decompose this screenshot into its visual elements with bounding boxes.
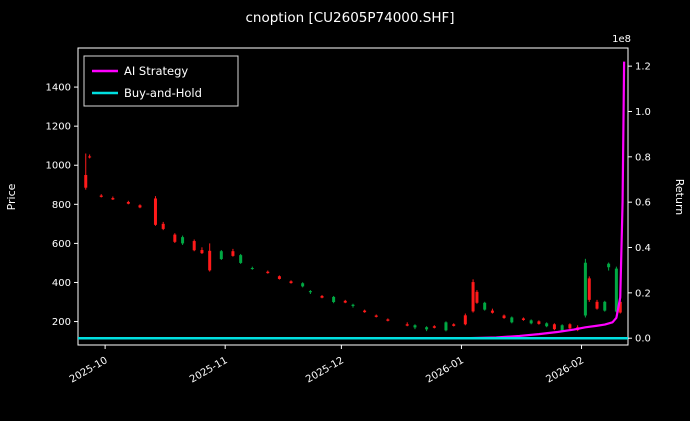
candle-body	[126, 201, 130, 204]
date-tick-label: 2026-02	[544, 355, 586, 385]
candle-body	[343, 300, 347, 303]
price-tick-label: 200	[52, 317, 71, 328]
left-axis-label: Price	[5, 183, 18, 210]
candle-body	[452, 324, 456, 326]
candle-body	[521, 318, 525, 320]
candle-body	[192, 241, 196, 251]
candle-body	[161, 223, 165, 229]
date-tick-label: 2025-10	[68, 355, 110, 385]
chart-title: cnoption [CU2605P74000.SHF]	[245, 10, 454, 26]
candle-body	[603, 301, 607, 311]
right-axis-multiplier: 1e8	[612, 34, 631, 45]
candle-body	[444, 322, 448, 331]
candle-body	[200, 250, 204, 254]
candle-body	[173, 234, 177, 242]
candle-body	[425, 327, 429, 330]
candle-body	[289, 281, 293, 284]
plot-border	[77, 47, 629, 346]
price-tick-label: 600	[52, 239, 71, 250]
date-tick-label: 2025-11	[188, 355, 230, 385]
candle-body	[583, 262, 587, 316]
candle-body	[552, 324, 556, 330]
candle-body	[208, 250, 212, 271]
candle-body	[475, 291, 479, 303]
candle-body	[219, 251, 223, 260]
ai-strategy-legend-label: AI Strategy	[124, 64, 188, 78]
candle-body	[587, 278, 591, 300]
candle-body	[320, 295, 324, 298]
return-tick-label: 0.0	[635, 334, 651, 345]
candle-body	[568, 324, 572, 329]
candle-body	[88, 156, 92, 158]
candle-body	[374, 315, 378, 317]
return-tick-label: 1.2	[635, 62, 651, 73]
candle-body	[529, 320, 533, 324]
candle-body	[614, 268, 618, 312]
return-tick-label: 0.4	[635, 243, 651, 254]
price-tick-label: 1400	[46, 83, 71, 94]
candle-body	[545, 323, 549, 327]
price-tick-label: 1200	[46, 122, 71, 133]
return-tick-label: 0.2	[635, 288, 651, 299]
candle-body	[595, 301, 599, 309]
price-tick-label: 1000	[46, 161, 71, 172]
candle-body	[351, 304, 355, 306]
legend-box	[83, 55, 239, 107]
return-tick-label: 1.0	[635, 107, 651, 118]
candle-body	[483, 302, 487, 310]
price-tick-label: 800	[52, 200, 71, 211]
candle-body	[502, 315, 506, 319]
candle-body	[84, 175, 88, 188]
candle-body	[607, 263, 611, 268]
return-tick-label: 0.8	[635, 152, 651, 163]
candle-body	[510, 317, 514, 323]
candle-body	[363, 310, 367, 313]
candle-body	[153, 198, 157, 225]
candle-body	[471, 282, 475, 312]
candle-body	[138, 205, 142, 208]
candle-body	[432, 326, 436, 328]
candle-body	[386, 319, 390, 321]
date-tick-label: 2025-12	[304, 355, 346, 385]
candle-body	[99, 195, 103, 197]
candle-body	[405, 324, 409, 326]
candle-body	[332, 296, 336, 303]
price-tick-label: 400	[52, 278, 71, 289]
candle-body	[301, 283, 305, 287]
legend: AI Strategy Buy-and-Hold	[83, 55, 239, 107]
candle-body	[413, 325, 417, 328]
buy-and-hold-legend-label: Buy-and-Hold	[124, 86, 202, 100]
candle-body	[560, 325, 564, 332]
right-axis-label: Return	[673, 179, 686, 216]
candle-body	[111, 198, 115, 200]
candle-body	[181, 237, 185, 244]
candle-body	[463, 315, 467, 325]
return-tick-label: 0.6	[635, 198, 651, 209]
candle-body	[308, 291, 312, 293]
candle-body	[277, 276, 281, 279]
candle-body	[231, 251, 235, 256]
candle-body	[250, 268, 254, 270]
date-tick-label: 2026-01	[424, 355, 466, 385]
candle-body	[618, 301, 622, 313]
candle-body	[537, 321, 541, 324]
candle-body	[239, 255, 243, 263]
candle-body	[266, 271, 270, 274]
candle-body	[490, 310, 494, 313]
